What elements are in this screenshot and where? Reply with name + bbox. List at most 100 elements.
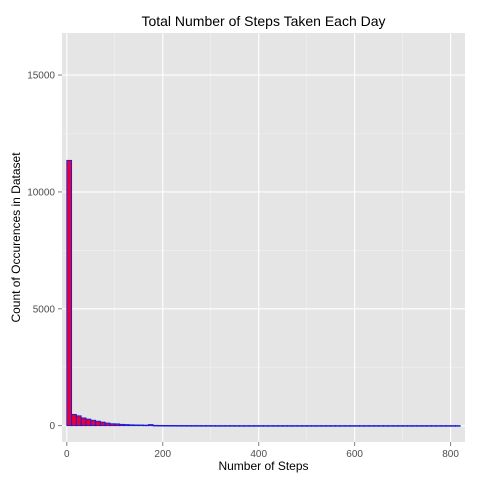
histogram-bar <box>287 425 293 427</box>
histogram-bar <box>66 159 73 427</box>
histogram-bar <box>373 425 380 427</box>
histogram-bar <box>191 425 197 427</box>
y-axis-title: Count of Occurences in Dataset <box>9 152 23 323</box>
histogram-bar <box>85 418 92 427</box>
histogram-bar <box>406 425 413 427</box>
histogram-bars <box>66 159 461 427</box>
x-tick-label: 600 <box>346 449 363 460</box>
histogram-bar <box>200 425 207 427</box>
x-tick-label: 0 <box>64 449 70 460</box>
histogram-bar <box>349 425 356 427</box>
histogram-bar <box>99 421 106 427</box>
x-tick-label: 800 <box>442 449 459 460</box>
histogram-bar <box>315 425 322 427</box>
minor-gridlines <box>62 33 465 442</box>
histogram-bar <box>411 425 418 427</box>
x-tick-label: 400 <box>250 449 267 460</box>
histogram-bar <box>282 425 288 427</box>
histogram-bar <box>167 425 173 427</box>
histogram-bar <box>335 425 341 427</box>
histogram-bar <box>133 424 140 427</box>
y-tick-label: 10000 <box>27 187 55 198</box>
histogram-bar <box>224 425 231 427</box>
histogram-bar <box>277 425 284 427</box>
histogram-bar <box>71 413 77 427</box>
histogram-bar <box>171 425 178 427</box>
histogram-bar <box>291 425 298 427</box>
histogram-bar <box>339 425 346 427</box>
chart-title: Total Number of Steps Taken Each Day <box>141 13 385 29</box>
histogram-bar <box>123 424 130 427</box>
histogram-bar <box>325 425 332 427</box>
histogram-bar <box>392 425 399 427</box>
histogram-bar <box>450 425 456 427</box>
histogram-bar <box>320 425 327 427</box>
histogram-bar <box>186 425 192 427</box>
histogram-bar <box>75 415 82 427</box>
histogram-bar <box>152 424 159 427</box>
histogram-bar <box>426 425 432 427</box>
y-tick-label: 5000 <box>33 304 56 315</box>
histogram-bar <box>397 425 404 427</box>
histogram-bar <box>296 425 303 427</box>
histogram-bar <box>80 417 87 427</box>
x-tick-label: 200 <box>154 449 171 460</box>
histogram-bar <box>157 424 164 427</box>
histogram-bar <box>258 425 264 427</box>
histogram-bar <box>435 425 442 427</box>
histogram-bar <box>253 425 260 427</box>
histogram-bar <box>454 425 461 427</box>
histogram-bar <box>210 425 216 427</box>
histogram-bar <box>263 425 269 427</box>
y-tick-label: 0 <box>49 421 55 432</box>
histogram-bar <box>267 425 274 427</box>
histogram-bar <box>306 425 312 427</box>
histogram-bar <box>128 424 135 427</box>
histogram-bar <box>387 425 394 427</box>
histogram-bar <box>354 425 360 427</box>
histogram-bar <box>445 425 452 427</box>
histogram-bar <box>421 425 428 427</box>
histogram-bar <box>181 425 188 427</box>
histogram-bar <box>430 425 437 427</box>
histogram-bar <box>344 425 351 427</box>
histogram-bar <box>219 425 226 427</box>
histogram-bar <box>109 423 116 427</box>
histogram-bar <box>90 419 97 427</box>
histogram-bar <box>382 425 389 427</box>
histogram-bar <box>234 425 240 427</box>
histogram-bar <box>272 425 279 427</box>
histogram-bar <box>248 425 255 427</box>
histogram-bar <box>104 422 111 427</box>
histogram-bar <box>440 425 447 427</box>
histogram-bar <box>215 425 221 427</box>
histogram-bar <box>147 424 154 427</box>
x-axis: 0 200 400 600 800 <box>64 442 459 460</box>
histogram-bar <box>176 425 183 427</box>
histogram-bar <box>330 425 336 427</box>
histogram-bar <box>229 425 236 427</box>
histogram-bar <box>363 425 370 427</box>
histogram-bar <box>301 425 308 427</box>
histogram-bar <box>205 425 212 427</box>
y-axis: 0 5000 10000 15000 <box>27 71 62 432</box>
histogram-bar <box>368 425 375 427</box>
histogram-bar <box>95 420 101 427</box>
y-tick-label: 15000 <box>27 71 55 82</box>
histogram-bar <box>311 425 317 427</box>
histogram-bar <box>195 425 202 427</box>
histogram-bar <box>416 425 423 427</box>
histogram-bar <box>359 425 365 427</box>
histogram-bar <box>119 423 125 427</box>
plot-panel <box>62 33 465 442</box>
histogram-bar <box>402 425 408 427</box>
histogram-bar <box>143 424 149 427</box>
histogram-bar <box>243 425 250 427</box>
histogram-bar <box>378 425 384 427</box>
histogram-bar <box>162 425 168 427</box>
histogram-bar <box>114 423 121 427</box>
x-axis-title: Number of Steps <box>218 459 308 473</box>
histogram-bar <box>239 425 245 427</box>
